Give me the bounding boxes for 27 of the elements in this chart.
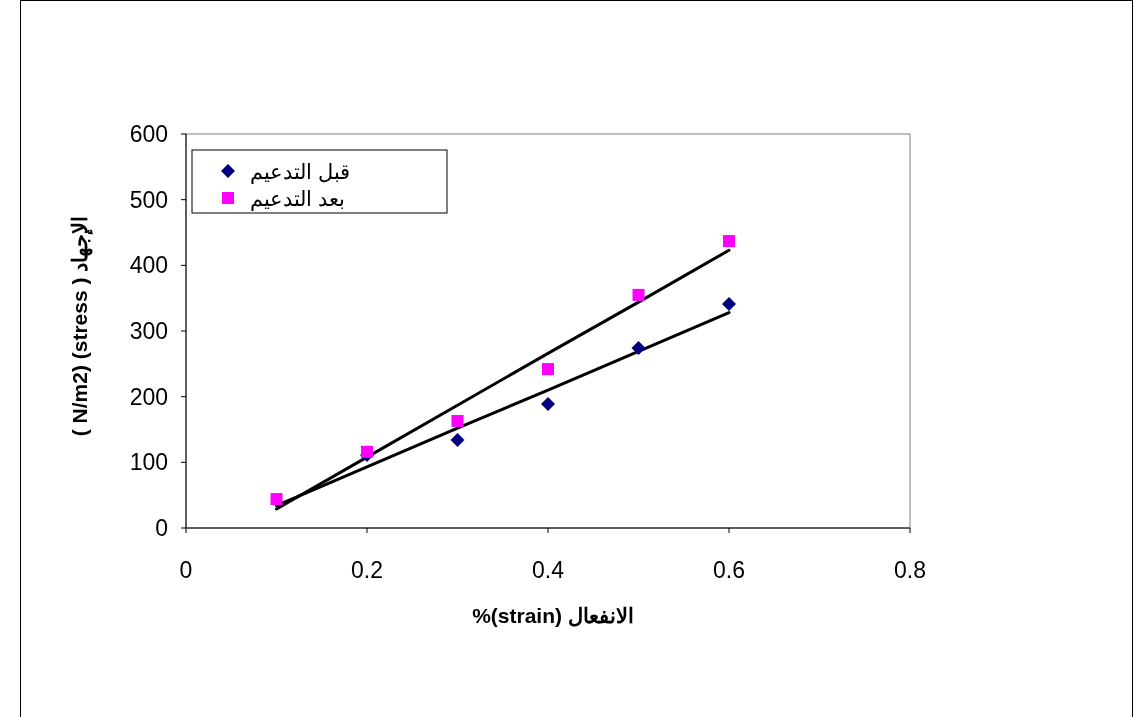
point [451, 414, 464, 427]
point [270, 493, 283, 506]
point [450, 433, 465, 448]
x-axis-title: الانفعال (strain)% [472, 604, 634, 627]
legend-label: بعد التدعيم [250, 187, 345, 212]
point [631, 341, 646, 356]
x-tick-label: 0 [179, 557, 193, 583]
point [542, 363, 554, 376]
y-tick-label: 600 [129, 121, 168, 147]
y-tick-label: 400 [129, 252, 168, 279]
x-tick-label: 0.4 [532, 557, 565, 583]
line-series [275, 248, 731, 511]
point [723, 235, 735, 248]
point [541, 396, 555, 411]
x-tick-label: 0.6 [713, 557, 745, 583]
y-tick-label: 500 [129, 186, 168, 213]
y-axis-title: ( N/m2) (stress ) الإجهاد [68, 215, 93, 437]
point [632, 288, 645, 301]
x-tick-label: 0.8 [894, 557, 926, 583]
y-tick-label: 300 [129, 318, 168, 344]
y-tick-label: 0 [155, 515, 168, 541]
point [361, 445, 373, 458]
y-tick-label: 200 [129, 383, 168, 410]
legend-label: قبل التدعيم [250, 160, 350, 185]
point [722, 297, 736, 312]
x-tick-label: 0.2 [351, 557, 383, 583]
y-tick-label: 100 [129, 449, 168, 476]
